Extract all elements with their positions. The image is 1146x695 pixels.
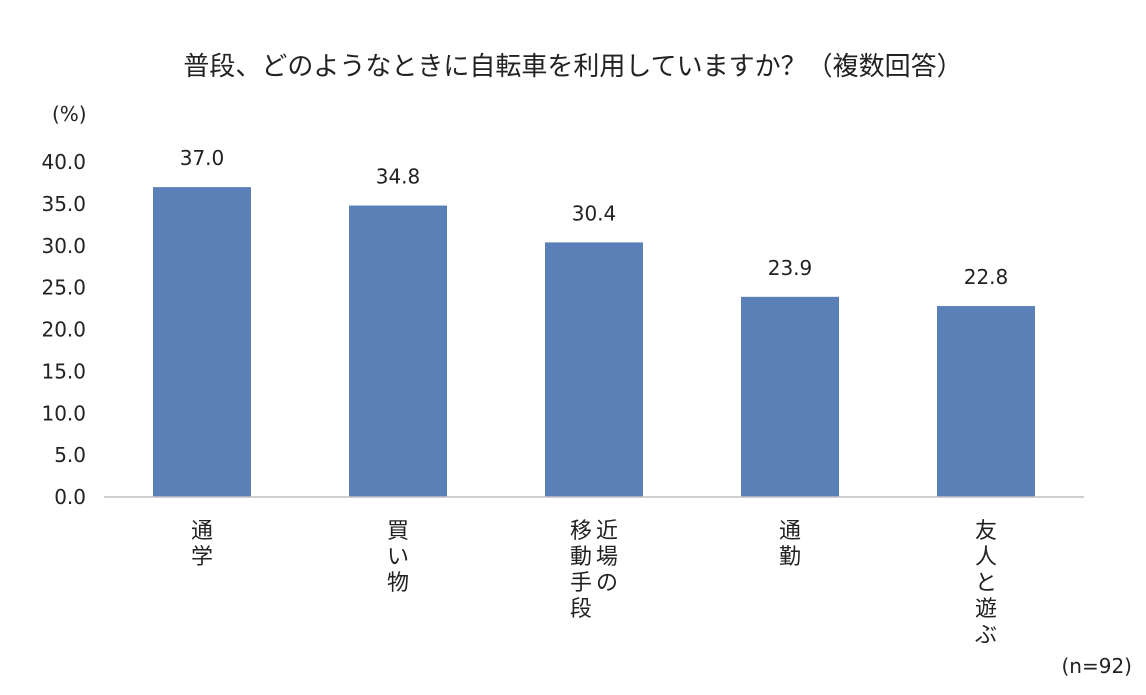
bar [741, 296, 839, 497]
category-label: 通学 [191, 519, 213, 570]
category-char: い [387, 545, 409, 570]
y-tick-label: 0.0 [54, 485, 86, 509]
data-label: 37.0 [180, 146, 225, 170]
category-char: 人 [975, 545, 997, 570]
category-char: 友 [975, 519, 997, 544]
y-tick-label: 30.0 [41, 234, 86, 258]
category-label: 買い物 [387, 519, 409, 596]
y-tick-label: 40.0 [41, 150, 86, 174]
data-label: 34.8 [376, 165, 421, 189]
category-char: の [596, 571, 618, 596]
category-label: 通勤 [779, 519, 801, 570]
y-tick-label: 25.0 [41, 276, 86, 300]
data-labels: 37.0 34.8 30.4 23.9 22.8 [180, 146, 1009, 289]
data-label: 22.8 [964, 265, 1009, 289]
data-label: 30.4 [572, 201, 617, 225]
y-tick-label: 15.0 [41, 359, 86, 383]
category-char: 勤 [779, 545, 801, 570]
category-char: 通 [191, 519, 213, 544]
category-char: 遊 [975, 597, 997, 622]
y-tick-label: 5.0 [54, 443, 86, 467]
bar [545, 242, 643, 497]
y-tick-label: 20.0 [41, 318, 86, 342]
category-char: 買 [387, 519, 409, 544]
chart-title: 普段、どのようなときに自転車を利用していますか？（複数回答） [183, 52, 962, 82]
category-char: 移 [570, 519, 592, 544]
category-label: 近場の [596, 519, 618, 596]
category-char: 場 [596, 545, 618, 570]
category-char: 段 [570, 597, 592, 622]
sample-size-note: (n=92) [1062, 654, 1133, 678]
category-char: 学 [191, 545, 213, 570]
y-axis-unit: (%) [52, 102, 87, 126]
y-axis-ticks: 0.0 5.0 10.0 15.0 20.0 25.0 30.0 35.0 40.0 [41, 150, 86, 509]
bar [349, 205, 447, 498]
category-char: 近 [596, 519, 618, 544]
bar [937, 306, 1035, 497]
category-char: 通 [779, 519, 801, 544]
category-char: 手 [570, 571, 592, 596]
category-char: 動 [570, 545, 592, 570]
category-char: 物 [387, 571, 409, 596]
category-char: ぶ [975, 623, 997, 648]
y-tick-label: 10.0 [41, 401, 86, 425]
y-tick-label: 35.0 [41, 192, 86, 216]
category-char: と [975, 571, 997, 596]
bar [153, 187, 251, 497]
data-label: 23.9 [768, 256, 813, 280]
bars [153, 187, 1035, 498]
